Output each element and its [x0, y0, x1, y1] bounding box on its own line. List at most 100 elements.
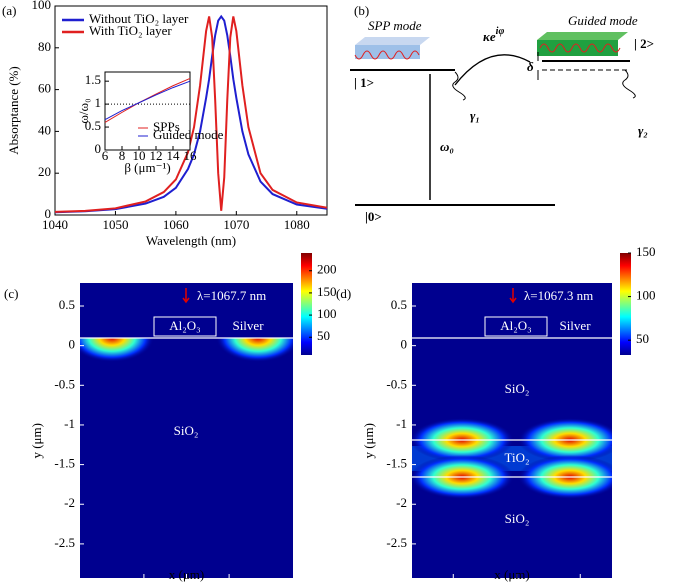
series-line	[54, 14, 328, 214]
annotation: λ=1067.7 nm	[197, 288, 266, 303]
coupling-base: κe	[483, 29, 496, 44]
spp-mode-label: SPP mode	[368, 18, 422, 33]
y-tick-label: 0.5	[391, 297, 407, 312]
x-axis-label: β (μm⁻¹)	[124, 160, 170, 175]
y-tick-label: -2.5	[54, 535, 75, 550]
x-tick-label: 0	[514, 581, 521, 584]
decay-1	[452, 71, 466, 101]
layer-box	[153, 316, 217, 337]
field-hotspot	[216, 338, 293, 362]
guided-slab-top	[537, 32, 628, 40]
panel-label: (a)	[2, 3, 16, 18]
x-tick-label: 0.2	[221, 581, 237, 584]
annotation: SiO₂	[505, 381, 530, 396]
colorbar-tick-label: 150	[317, 284, 337, 299]
x-tick-label: 10	[133, 148, 146, 163]
annotation: Al₂O₃	[169, 318, 200, 333]
x-tick-label: 0.2	[572, 581, 588, 584]
colorbar-tick-label: 50	[317, 328, 330, 343]
annotation: SiO₂	[505, 511, 530, 526]
x-tick-label: 14	[167, 148, 181, 163]
y-tick-label: 1	[95, 95, 102, 110]
colorbar	[620, 253, 631, 355]
y-tick-label: -1.5	[54, 456, 75, 471]
y-axis-label: ω/ω₀	[76, 98, 91, 123]
y-tick-label: -2.5	[386, 535, 407, 550]
y-tick-label: 0	[95, 141, 102, 156]
wavelength-arrow	[509, 288, 517, 304]
y-tick-label: -0.5	[54, 376, 75, 391]
y-tick-label: 40	[38, 122, 51, 137]
wavelength-arrow	[182, 288, 190, 304]
y-tick-label: -2	[396, 495, 407, 510]
colorbar-tick-label: 50	[636, 331, 649, 346]
state-1: | 1>	[354, 75, 374, 90]
spp-wave	[354, 50, 420, 60]
gamma-1: γ₁	[470, 108, 480, 123]
colorbar	[301, 253, 312, 355]
x-tick-label: 12	[150, 148, 163, 163]
guided-wave	[539, 43, 621, 53]
y-tick-label: -0.5	[386, 376, 407, 391]
y-axis-label: Absorptance (%)	[6, 66, 21, 154]
x-tick-label: 8	[119, 148, 126, 163]
field-background	[80, 283, 293, 578]
decay-2	[622, 69, 636, 99]
series-line	[54, 16, 328, 213]
y-axis-label: y (μm)	[361, 423, 376, 459]
x-tick-label: 16	[184, 148, 198, 163]
y-tick-label: -1.5	[386, 456, 407, 471]
field-hotspot	[80, 338, 154, 362]
y-tick-label: -2	[64, 495, 75, 510]
coupling-arrow	[454, 54, 531, 86]
legend-label: With TiO₂ layer	[89, 23, 172, 38]
y-axis-label: y (μm)	[29, 423, 44, 459]
layer-box	[484, 316, 548, 337]
annotation: Silver	[232, 318, 264, 333]
colorbar-tick-label: 100	[317, 306, 337, 321]
y-tick-label: -1	[396, 416, 407, 431]
y-tick-label: 0	[45, 206, 52, 221]
coupling-phase: iφ	[496, 26, 505, 37]
x-tick-label: 0	[183, 581, 190, 584]
field-blobs	[80, 338, 293, 362]
x-tick-label: -0.2	[134, 581, 155, 584]
x-tick-label: 1080	[284, 217, 310, 232]
diagram: (b) SPP mode Guided mode | 1> | 2> |0> κ…	[350, 3, 654, 224]
annotation: TiO₂	[504, 450, 529, 465]
panel-label: (d)	[336, 286, 351, 301]
gamma-2: γ₂	[638, 123, 648, 138]
x-tick-label: 1050	[102, 217, 128, 232]
x-tick-label: 1060	[163, 217, 189, 232]
guided-slab	[537, 40, 618, 56]
y-tick-label: 80	[38, 39, 51, 54]
x-tick-label: 1040	[42, 217, 68, 232]
x-tick-label: -0.2	[443, 581, 464, 584]
legend-label: SPPs	[153, 119, 180, 134]
x-axis-label: Wavelength (nm)	[146, 233, 236, 248]
y-tick-label: 20	[38, 164, 51, 179]
y-tick-label: -1	[64, 416, 75, 431]
y-tick-label: 1.5	[85, 72, 101, 87]
x-axis-label: x (μm)	[169, 567, 205, 582]
x-axis-label: x (μm)	[494, 567, 530, 582]
guided-mode-label: Guided mode	[568, 13, 638, 28]
state-2: | 2>	[634, 36, 654, 51]
colorbar-tick-label: 200	[317, 262, 337, 277]
detuning: δ	[527, 59, 534, 74]
x-tick-label: 1070	[223, 217, 249, 232]
annotation: SiO₂	[174, 423, 199, 438]
state-0: |0>	[365, 209, 382, 224]
series-line	[104, 80, 191, 121]
panel-label: (c)	[4, 286, 18, 301]
colorbar-tick-label: 150	[636, 244, 656, 259]
colorbar-tick-label: 100	[636, 288, 656, 303]
legend-label: Guided mode	[153, 127, 224, 142]
annotation: λ=1067.3 nm	[524, 288, 593, 303]
legend-label: Without TiO₂ layer	[89, 11, 189, 26]
y-tick-label: 100	[32, 0, 52, 12]
y-tick-label: 0	[69, 337, 76, 352]
x-tick-label: 6	[102, 148, 109, 163]
y-tick-label: 60	[38, 81, 51, 96]
